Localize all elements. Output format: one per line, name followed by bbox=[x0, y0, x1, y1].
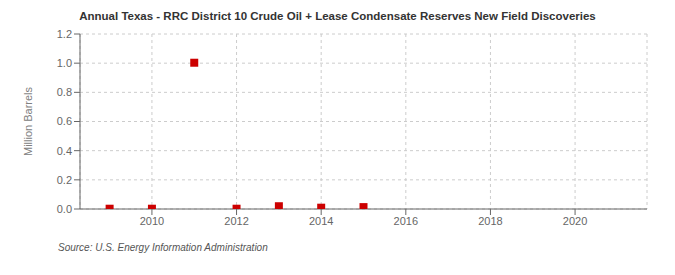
svg-text:2010: 2010 bbox=[140, 215, 164, 227]
svg-text:1.0: 1.0 bbox=[57, 57, 72, 69]
html-text:Annual Texas - RRC District 10: Annual Texas - RRC District 10 Crude Oil… bbox=[79, 10, 596, 22]
svg-text:0.6: 0.6 bbox=[57, 115, 72, 127]
svg-text:2016: 2016 bbox=[394, 215, 418, 227]
svg-text:2012: 2012 bbox=[224, 215, 248, 227]
svg-text:1.2: 1.2 bbox=[57, 28, 72, 40]
html-text:Source: U.S. Energy Informatio: Source: U.S. Energy Information Administ… bbox=[58, 242, 268, 253]
svg-text:0.0: 0.0 bbox=[57, 203, 72, 215]
svg-text:2018: 2018 bbox=[478, 215, 502, 227]
svg-text:0.2: 0.2 bbox=[57, 174, 72, 186]
svg-text:2020: 2020 bbox=[563, 215, 587, 227]
svg-text:0.8: 0.8 bbox=[57, 86, 72, 98]
svg-text:0.4: 0.4 bbox=[57, 145, 72, 157]
svg-text:2014: 2014 bbox=[309, 215, 333, 227]
svg-text:Million Barrels: Million Barrels bbox=[22, 86, 34, 156]
